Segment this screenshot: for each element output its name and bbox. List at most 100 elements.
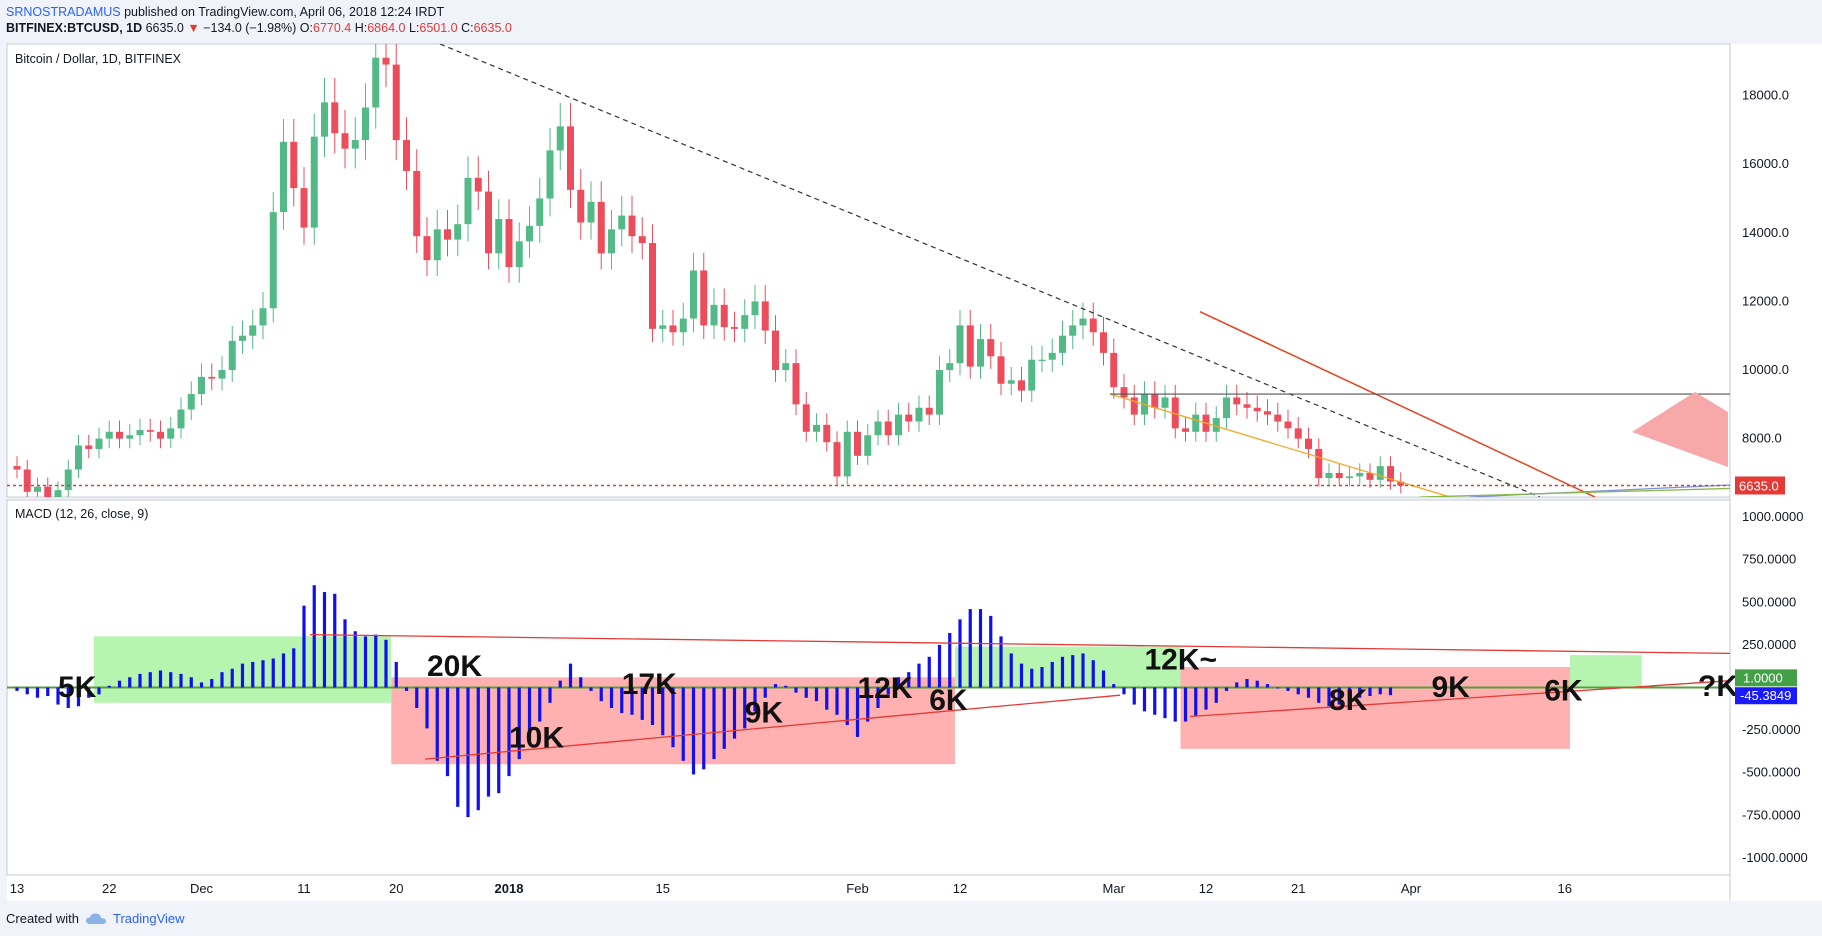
time-tick-label: 22 bbox=[102, 881, 116, 896]
macd-histogram-bar bbox=[691, 687, 696, 775]
macd-histogram-bar bbox=[609, 687, 614, 708]
last-price-label: 6635.0 bbox=[1739, 479, 1779, 494]
open-value: 6770.4 bbox=[313, 21, 352, 35]
candle-body bbox=[239, 335, 246, 341]
macd-histogram-bar bbox=[1245, 678, 1249, 688]
macd-histogram-bar bbox=[1122, 687, 1126, 695]
price-tick-label: 12000.0 bbox=[1742, 293, 1789, 308]
candle-body bbox=[526, 225, 533, 242]
candle-body bbox=[536, 198, 544, 226]
candle-body bbox=[249, 325, 257, 336]
macd-histogram-bar bbox=[343, 619, 347, 688]
macd-annotation-label: 12K bbox=[858, 672, 913, 705]
low-label: L: bbox=[408, 21, 420, 35]
macd-histogram-bar bbox=[97, 687, 101, 695]
high-value: 6864.0 bbox=[367, 21, 406, 35]
candle-body bbox=[54, 490, 62, 497]
candle-body bbox=[1120, 387, 1128, 398]
open-label: O: bbox=[299, 21, 313, 35]
candle-body bbox=[987, 339, 995, 357]
candle-body bbox=[1182, 428, 1189, 432]
macd-histogram-bar bbox=[907, 672, 911, 688]
macd-support-line-2 bbox=[1189, 680, 1730, 718]
candle-body bbox=[802, 404, 810, 432]
macd-histogram-bar bbox=[1019, 663, 1024, 688]
candle-body bbox=[454, 224, 462, 240]
candle-body bbox=[1253, 407, 1261, 412]
candle-body bbox=[546, 150, 554, 199]
macd-histogram-bar bbox=[1132, 687, 1136, 705]
macd-tick-label: 750.0000 bbox=[1742, 552, 1796, 567]
macd-histogram-bar bbox=[814, 687, 819, 702]
candle-body bbox=[659, 325, 667, 329]
macd-histogram-bar bbox=[240, 663, 245, 688]
macd-histogram-bar bbox=[917, 663, 921, 688]
price-axis-bg bbox=[1730, 44, 1822, 875]
candle-body bbox=[567, 126, 574, 190]
macd-histogram-bar bbox=[1306, 687, 1311, 698]
macd-histogram-bar bbox=[476, 687, 480, 811]
macd-histogram-bar bbox=[466, 687, 470, 818]
macd-histogram-bar bbox=[825, 687, 829, 710]
author-link[interactable]: SRNOSTRADAMUS bbox=[6, 5, 121, 19]
candle-body bbox=[1130, 397, 1138, 415]
time-tick-label: 13 bbox=[10, 881, 24, 896]
candle-body bbox=[310, 136, 318, 228]
candle-body bbox=[751, 301, 759, 316]
footer: Created with TradingView bbox=[6, 911, 185, 926]
time-tick-label: Feb bbox=[846, 881, 868, 896]
macd-histogram-bar bbox=[558, 680, 562, 688]
candle-body bbox=[187, 394, 195, 410]
candle-body bbox=[351, 140, 359, 149]
macd-value-box-green bbox=[1735, 669, 1797, 687]
candle-body bbox=[997, 356, 1005, 384]
candle-body bbox=[782, 363, 790, 371]
candle-body bbox=[13, 466, 21, 470]
macd-annotation-label: 6K bbox=[929, 684, 968, 717]
macd-tick-label: -250.0000 bbox=[1742, 722, 1801, 737]
macd-histogram-bar bbox=[640, 687, 644, 720]
macd-histogram-bar bbox=[999, 636, 1003, 688]
candle-body bbox=[854, 431, 861, 456]
candle-body bbox=[116, 431, 123, 439]
candle-body bbox=[895, 414, 902, 436]
macd-annotation-label: 9K bbox=[1432, 671, 1471, 704]
macd-histogram-bar bbox=[968, 609, 972, 688]
price-tick-label: 18000.0 bbox=[1742, 87, 1789, 102]
macd-histogram-bar bbox=[1194, 687, 1198, 717]
candle-body bbox=[1366, 472, 1374, 480]
macd-histogram-bar bbox=[1060, 656, 1065, 688]
macd-histogram-bar bbox=[866, 687, 870, 722]
candle-body bbox=[700, 270, 708, 326]
candle-body bbox=[977, 339, 984, 367]
low-value: 6501.0 bbox=[419, 21, 458, 35]
time-tick-label: Mar bbox=[1103, 881, 1126, 896]
tradingview-link[interactable]: TradingView bbox=[112, 911, 185, 926]
macd-histogram-bar bbox=[753, 687, 757, 712]
macd-histogram-bar bbox=[425, 687, 429, 729]
macd-histogram-bar bbox=[876, 687, 880, 708]
macd-histogram-bar bbox=[937, 644, 942, 688]
change-text: −134.0 (−1.98%) bbox=[203, 21, 297, 35]
candle-body bbox=[433, 229, 441, 261]
candle-body bbox=[126, 435, 134, 439]
candle-body bbox=[690, 270, 697, 319]
macd-histogram-bar bbox=[1173, 687, 1177, 722]
candle-body bbox=[1243, 404, 1251, 408]
published-text: published on TradingView.com, April 06, … bbox=[124, 5, 445, 19]
macd-histogram-bar bbox=[1265, 684, 1270, 688]
candle-body bbox=[341, 133, 349, 149]
candle-body bbox=[300, 188, 308, 228]
macd-annotation-label: 6K bbox=[1544, 674, 1583, 707]
candle-body bbox=[587, 201, 595, 223]
macd-annotation-label: 8K bbox=[1329, 684, 1368, 717]
candle-body bbox=[1233, 397, 1241, 405]
candle-body bbox=[85, 445, 93, 449]
time-tick-label: 12 bbox=[1199, 881, 1213, 896]
macd-histogram-bar bbox=[497, 687, 501, 794]
macd-histogram-bar bbox=[281, 653, 286, 688]
last-price: 6635.0 bbox=[145, 21, 184, 35]
candle-body bbox=[1028, 359, 1036, 391]
price-panel-title: Bitcoin / Dollar, 1D, BITFINEX bbox=[15, 52, 182, 66]
